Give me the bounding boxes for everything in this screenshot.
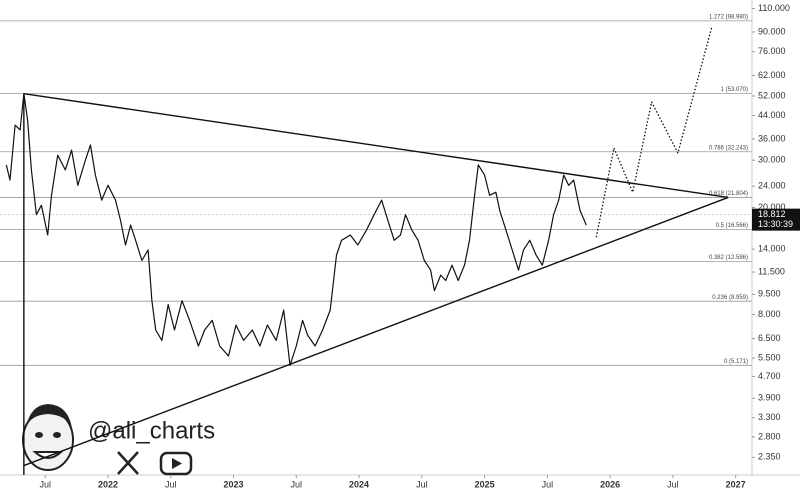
y-tick-label: 52.000 [758, 90, 786, 100]
last-price-label: 18.812 [758, 209, 786, 219]
last-price-box [752, 208, 800, 231]
x-logo [117, 451, 139, 475]
y-tick-label: 8.000 [758, 309, 781, 319]
fib-label: 0.382 (12.586) [709, 255, 748, 261]
y-tick-label: 2.350 [758, 452, 781, 462]
y-tick-label: 76.000 [758, 46, 786, 56]
countdown-label: 13:30:39 [758, 219, 793, 229]
x-tick-label: 2022 [98, 479, 118, 489]
y-tick-label: 20.000 [758, 202, 786, 212]
watermark-avatar [22, 404, 74, 471]
fib-label: 1 (53.070) [721, 87, 748, 93]
y-tick-label: 2.800 [758, 431, 781, 441]
y-tick-label: 14.000 [758, 243, 786, 253]
watermark-handle: @ali_charts [88, 417, 215, 444]
x-tick-label: Jul [542, 479, 554, 489]
fib-label: 0.786 (32.243) [709, 145, 748, 151]
fib-label: 0.236 (8.959) [712, 295, 748, 301]
y-tick-label: 3.300 [758, 412, 781, 422]
fib-label: 0 (5.171) [724, 359, 748, 365]
y-tick-label: 4.700 [758, 371, 781, 381]
y-tick-label: 110.000 [758, 3, 790, 13]
price-line [5, 93, 587, 366]
x-tick-label: Jul [165, 479, 177, 489]
x-tick-label: 2023 [223, 479, 243, 489]
x-tick-label: 2027 [726, 479, 746, 489]
y-tick-label: 11.500 [758, 266, 785, 276]
trendline [23, 196, 729, 467]
y-tick-label: 24.000 [758, 181, 786, 191]
y-tick-label: 9.500 [758, 289, 781, 299]
y-tick-label: 62.000 [758, 70, 786, 80]
x-tick-label: 2026 [600, 479, 620, 489]
trendline [23, 92, 729, 199]
y-tick-label: 3.900 [758, 393, 781, 403]
y-tick-label: 6.500 [758, 333, 781, 343]
x-tick-label: Jul [667, 479, 679, 489]
fib-label: 1.272 (98.980) [709, 14, 748, 20]
youtube-logo [159, 451, 193, 476]
y-tick-label: 36.000 [758, 133, 786, 143]
y-tick-label: 44.000 [758, 110, 786, 120]
x-tick-label: Jul [291, 479, 303, 489]
y-tick-label: 90.000 [758, 26, 786, 36]
fib-label: 0.618 (21.804) [709, 191, 748, 197]
x-tick-label: Jul [39, 479, 51, 489]
x-tick-label: 2025 [475, 479, 495, 489]
x-tick-label: Jul [416, 479, 428, 489]
y-tick-label: 5.500 [758, 353, 781, 363]
y-tick-label: 30.000 [758, 155, 786, 165]
x-tick-label: 2024 [349, 479, 369, 489]
fib-label: 0.5 (16.566) [716, 223, 748, 229]
